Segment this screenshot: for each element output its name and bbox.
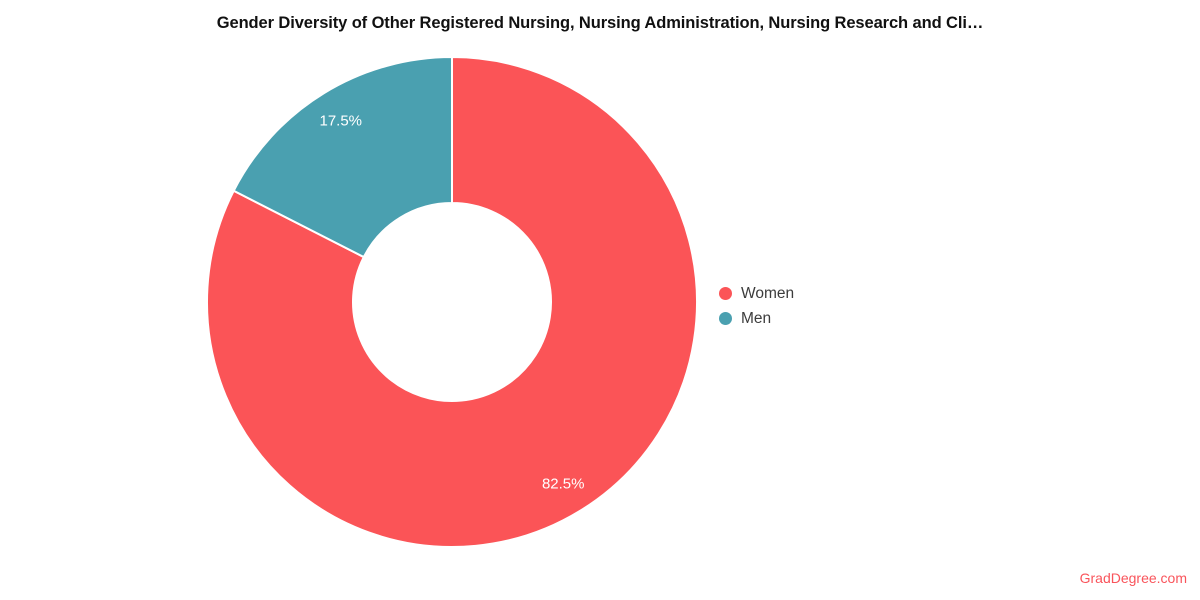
legend-item-men[interactable]: Men bbox=[719, 306, 794, 331]
watermark-link[interactable]: GradDegree.com bbox=[1079, 570, 1187, 586]
legend-swatch-women-icon bbox=[719, 287, 732, 300]
slice-label-women: 82.5% bbox=[542, 476, 585, 493]
legend-item-women[interactable]: Women bbox=[719, 281, 794, 306]
chart-title: Gender Diversity of Other Registered Nur… bbox=[216, 14, 984, 32]
pie-slice-men[interactable] bbox=[232, 56, 453, 259]
slice-label-men: 17.5% bbox=[319, 112, 362, 129]
legend-label-men: Men bbox=[741, 309, 772, 327]
legend-label-women: Women bbox=[741, 284, 795, 302]
legend: Women Men bbox=[719, 281, 794, 331]
pie-slice-women[interactable] bbox=[206, 56, 698, 548]
legend-swatch-men-icon bbox=[719, 312, 732, 325]
